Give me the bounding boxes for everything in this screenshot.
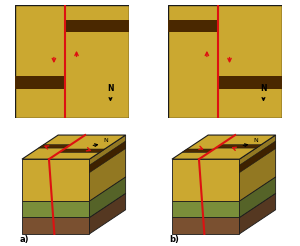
Polygon shape [239,193,276,234]
Polygon shape [65,20,129,32]
Text: N: N [260,84,267,93]
Text: a): a) [20,235,29,244]
Polygon shape [218,76,282,89]
Polygon shape [59,149,105,153]
Polygon shape [239,141,276,173]
Polygon shape [172,217,239,234]
Polygon shape [22,217,89,234]
Polygon shape [182,149,214,153]
Polygon shape [239,135,276,201]
Polygon shape [239,177,276,217]
Polygon shape [89,135,126,201]
Text: N: N [107,84,114,93]
Polygon shape [172,159,239,201]
Polygon shape [22,159,89,201]
Polygon shape [172,201,239,217]
Polygon shape [89,177,126,217]
Text: b): b) [169,235,179,244]
Polygon shape [168,5,282,118]
Text: N: N [254,138,259,143]
Polygon shape [172,135,276,159]
Text: N: N [104,138,109,143]
Polygon shape [15,76,65,89]
Polygon shape [22,135,126,159]
Polygon shape [15,5,129,118]
Polygon shape [22,201,89,217]
Polygon shape [216,145,261,148]
Polygon shape [89,141,126,173]
Polygon shape [168,20,218,32]
Polygon shape [89,193,126,234]
Polygon shape [39,145,71,148]
